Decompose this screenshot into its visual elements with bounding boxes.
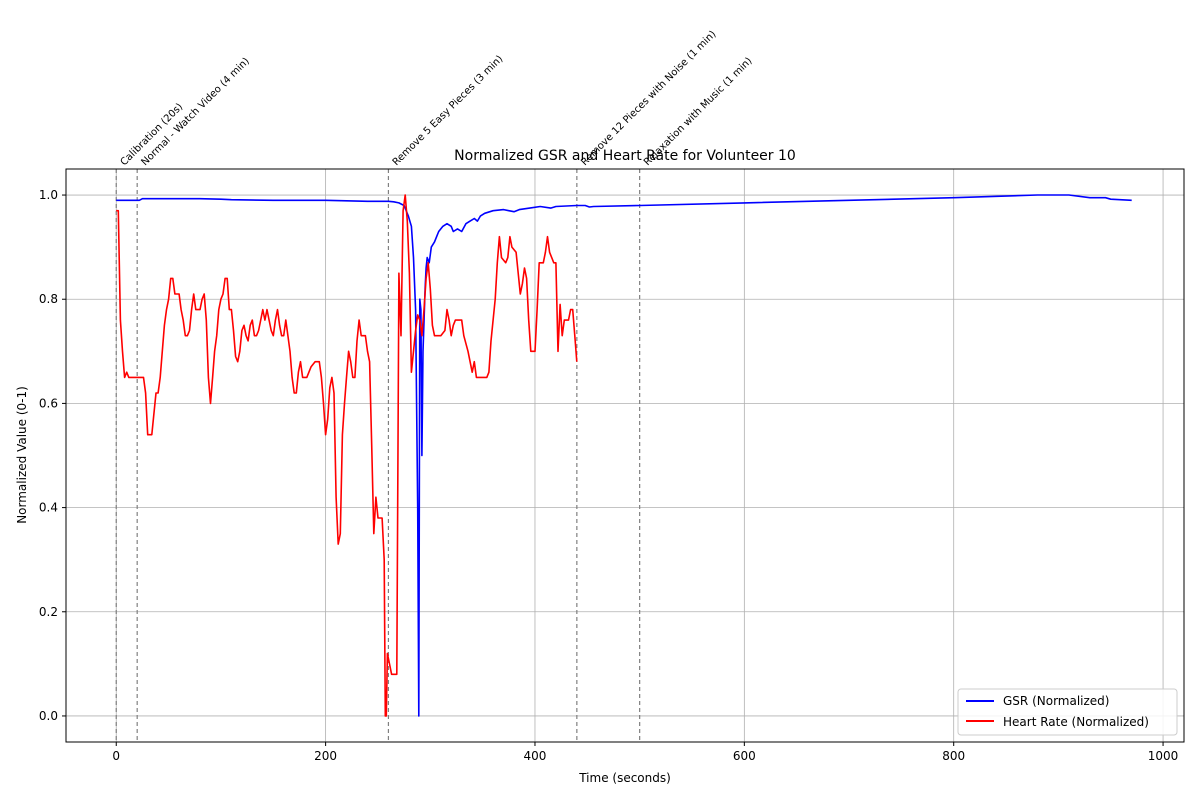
y-tick-label: 0.2	[39, 605, 58, 619]
legend: GSR (Normalized) Heart Rate (Normalized)	[957, 688, 1178, 736]
x-tick-label: 1000	[1148, 749, 1179, 763]
grid-lines	[66, 169, 1184, 742]
chart-title: Normalized GSR and Heart Rate for Volunt…	[454, 148, 796, 164]
x-tick-label: 600	[733, 749, 756, 763]
x-tick-label: 0	[112, 749, 120, 763]
y-tick-label: 0.6	[39, 396, 58, 410]
series-line-heart-rate	[116, 194, 578, 717]
x-tick-label: 800	[942, 749, 965, 763]
x-tick-label: 200	[314, 749, 337, 763]
annotation-label: Normal - Watch Video (4 min)	[140, 56, 252, 168]
legend-label-gsr: GSR (Normalized)	[1003, 694, 1109, 708]
axis-ticks: 0 200 400 600 800 1000 0.0 0.2 0.4 0.6 0.8 1.0	[39, 188, 1178, 763]
series-lines	[116, 194, 1132, 717]
legend-box	[957, 688, 1178, 736]
annotation-lines	[115, 169, 641, 742]
y-tick-label: 0.4	[39, 501, 58, 515]
y-tick-label: 0.0	[39, 709, 58, 723]
x-tick-label: 400	[524, 749, 547, 763]
y-tick-label: 1.0	[39, 188, 58, 202]
y-axis-label: Normalized Value (0-1)	[15, 386, 29, 524]
series-line-gsr	[116, 194, 1132, 717]
y-tick-label: 0.8	[39, 292, 58, 306]
legend-label-heart-rate: Heart Rate (Normalized)	[1003, 715, 1149, 729]
x-axis-label: Time (seconds)	[578, 771, 671, 785]
plot-frame	[65, 168, 1185, 743]
